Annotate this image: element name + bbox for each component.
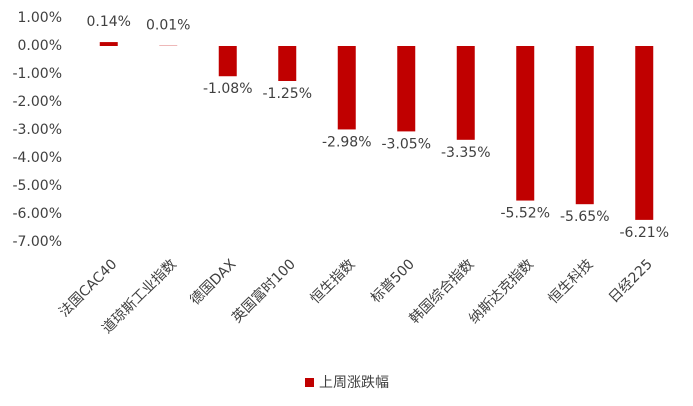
data-label: -3.05% [381,136,431,152]
bar [397,46,416,132]
data-label: 0.14% [87,14,131,30]
bar [278,46,297,81]
bar [516,46,535,201]
y-tick-label: -2.00% [12,94,62,110]
x-tick-label: 恒生指数 [307,256,358,307]
data-label: -5.52% [500,206,550,222]
x-tick-label: 恒生科技 [545,256,596,307]
bar [218,46,237,77]
y-tick-label: -7.00% [12,234,62,250]
legend-swatch [305,378,314,387]
y-tick-label: -6.00% [12,206,62,222]
bar [99,42,118,46]
data-label: 0.01% [146,18,190,34]
bar [635,46,654,220]
y-tick-label: -4.00% [12,150,62,166]
y-tick-label: -3.00% [12,122,62,138]
x-tick-label: 德国DAX [187,256,239,308]
bar [337,46,356,130]
y-tick-label: -5.00% [12,178,62,194]
bar [456,46,475,140]
x-tick-label: 日经225 [606,256,656,306]
y-tick-label: 1.00% [18,10,62,26]
x-tick-label: 纳斯达克指数 [466,256,537,327]
x-tick-label: 法国CAC40 [56,256,120,320]
data-label: -1.25% [262,86,312,102]
x-tick-label: 标普500 [368,256,418,306]
y-tick-label: -1.00% [12,66,62,82]
data-label: -3.35% [441,145,491,161]
data-label: -5.65% [560,209,610,225]
x-tick-label: 英国富时100 [228,256,299,327]
legend-label: 上周涨跌幅 [319,375,389,391]
y-tick-label: 0.00% [18,38,62,54]
data-label: -6.21% [619,225,669,241]
data-label: -2.98% [322,134,372,150]
bar [575,46,594,205]
data-label: -1.08% [203,81,253,97]
